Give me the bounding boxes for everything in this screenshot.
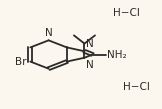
Text: N: N: [86, 60, 94, 70]
Text: H−Cl: H−Cl: [123, 82, 150, 92]
Text: N: N: [86, 39, 94, 49]
Text: H−Cl: H−Cl: [113, 8, 140, 18]
Text: N: N: [45, 28, 52, 38]
Text: NH₂: NH₂: [107, 50, 127, 60]
Text: Br: Br: [15, 57, 26, 67]
